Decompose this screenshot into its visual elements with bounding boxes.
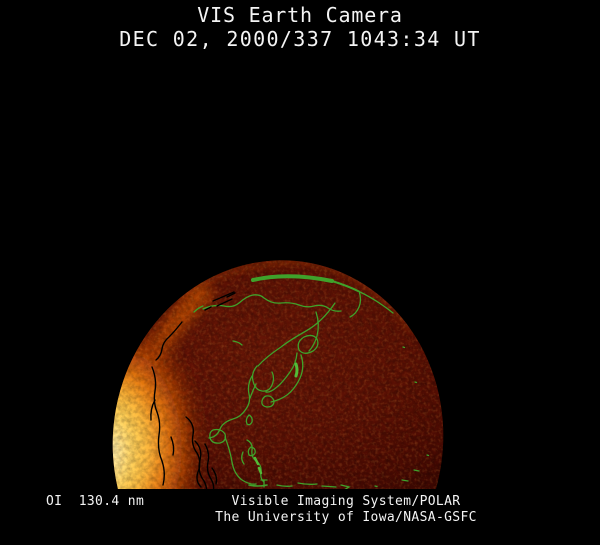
image-datetime: DEC 02, 2000/337 1043:34 UT — [119, 27, 481, 51]
credit-line-2: The University of Iowa/NASA-GSFC — [215, 509, 477, 525]
credit-line-1: Visible Imaging System/POLAR — [231, 494, 461, 509]
credit-block: Visible Imaging System/POLAR The Univers… — [206, 494, 486, 525]
coastlines-black — [150, 291, 236, 489]
wavelength-label: OI 130.4 nm — [46, 494, 145, 509]
coastlines-green — [193, 274, 430, 489]
image-title: VIS Earth Camera — [197, 3, 403, 27]
